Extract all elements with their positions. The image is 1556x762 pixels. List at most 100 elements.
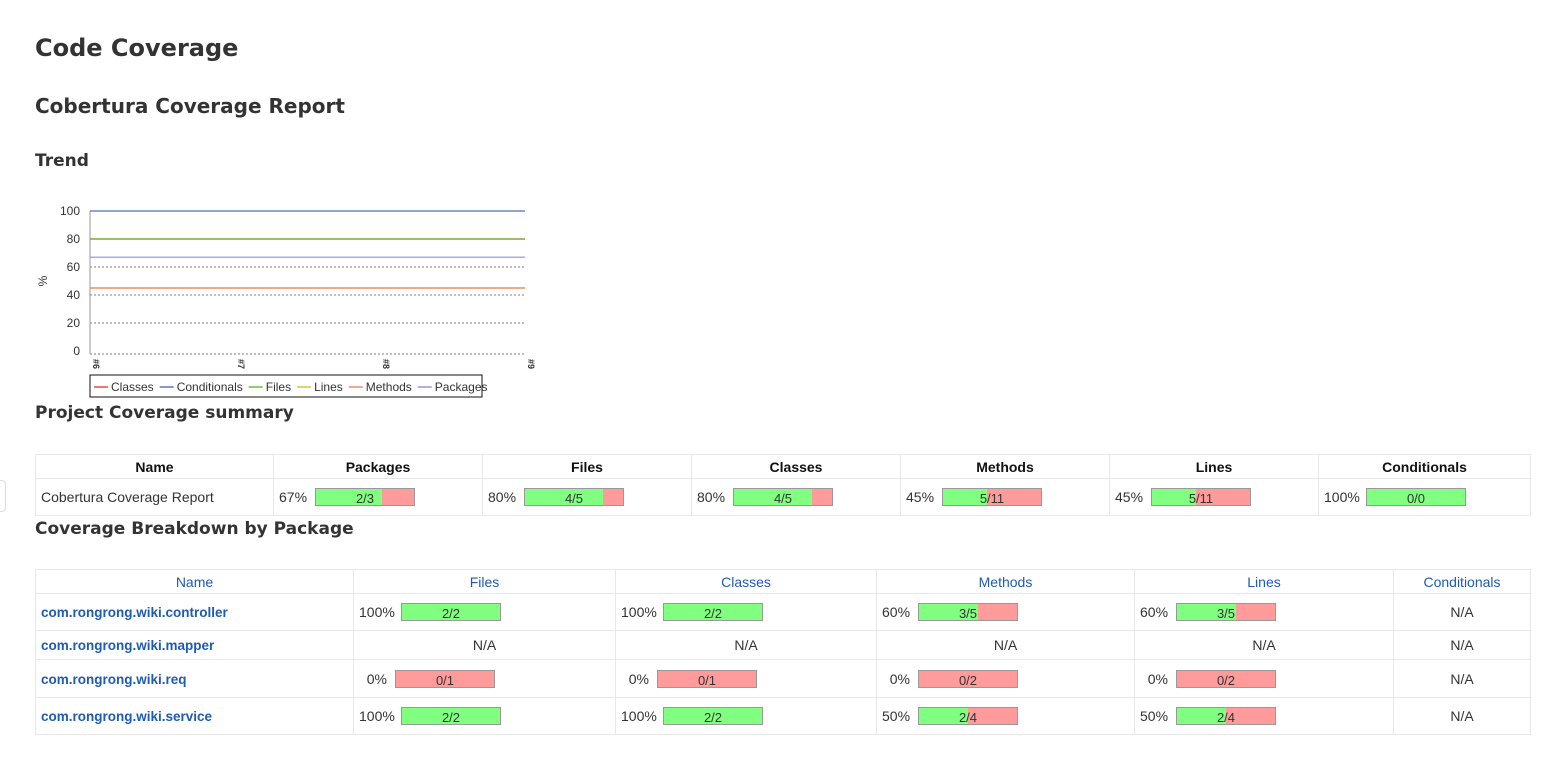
package-breakdown-heading: Coverage Breakdown by Package — [35, 519, 354, 539]
classes-coverage-cell: 100% 2/2 — [615, 593, 877, 631]
header-methods: Methods — [900, 454, 1110, 479]
coverage-ratio: 2/2 — [703, 710, 723, 726]
y-tick-label: 80 — [67, 232, 81, 246]
sort-header-lines[interactable]: Lines — [1134, 569, 1394, 594]
coverage-bar-fill — [919, 708, 968, 725]
coverage-percent: 60% — [1140, 604, 1169, 621]
coverage-percent: 0% — [889, 670, 910, 687]
coverage-bar-fill — [1152, 489, 1197, 506]
coverage-bar: 2/4 — [918, 707, 1018, 726]
coverage-bar: 2/2 — [401, 603, 501, 622]
legend-label: Lines — [314, 380, 343, 394]
conditionals-coverage-cell: N/A — [1393, 697, 1531, 735]
packages-coverage-cell: 67% 2/3 — [273, 478, 483, 516]
coverage-bar: 2/2 — [401, 707, 501, 726]
header-files: Files — [482, 454, 692, 479]
legend-label: Methods — [366, 380, 412, 394]
coverage-bar-fill — [943, 489, 988, 506]
coverage-bar-fill — [1367, 489, 1465, 506]
legend-label: Conditionals — [177, 380, 243, 394]
files-coverage-cell: 80% 4/5 — [482, 478, 692, 516]
coverage-ratio: 2/4 — [1216, 710, 1236, 726]
coverage-bar: 5/11 — [1151, 488, 1251, 507]
project-summary-table: Name Packages Files Classes Methods Line… — [35, 454, 1531, 516]
coverage-percent: 0% — [1147, 670, 1168, 687]
x-tick-label: #9 — [526, 359, 535, 369]
coverage-bar: 4/5 — [524, 488, 624, 507]
classes-coverage-cell: 80% 4/5 — [691, 478, 901, 516]
project-summary-heading: Project Coverage summary — [35, 403, 294, 423]
y-tick-label: 40 — [67, 288, 81, 302]
report-title: Cobertura Coverage Report — [35, 94, 345, 118]
table-row: com.rongrong.wiki.service 100% 2/2 100% 2/… — [35, 697, 1531, 735]
page-title: Code Coverage — [35, 34, 239, 62]
coverage-bar: 0/0 — [1366, 488, 1466, 507]
files-coverage-cell: 100% 2/2 — [353, 593, 616, 631]
trend-heading: Trend — [35, 151, 89, 171]
coverage-bar: 2/2 — [663, 707, 763, 726]
coverage-ratio: 5/11 — [979, 491, 1005, 507]
coverage-percent: 67% — [279, 489, 308, 506]
coverage-bar: 0/1 — [395, 669, 495, 688]
lines-coverage-cell: 0% 0/2 — [1134, 659, 1394, 698]
y-tick-label: 100 — [60, 204, 80, 218]
coverage-percent: 50% — [882, 708, 911, 725]
coverage-bar: 0/2 — [1176, 669, 1276, 688]
coverage-percent: 45% — [906, 489, 935, 506]
x-tick-label: #7 — [236, 359, 246, 369]
coverage-bar-fill — [919, 604, 978, 621]
package-link[interactable]: com.rongrong.wiki.controller — [41, 605, 228, 620]
coverage-bar-fill — [402, 604, 500, 621]
coverage-ratio: 2/2 — [703, 606, 723, 622]
coverage-percent: 60% — [882, 604, 911, 621]
coverage-ratio: 2/4 — [958, 710, 978, 726]
files-coverage-cell: 0% 0/1 — [353, 659, 616, 698]
coverage-ratio: 2/2 — [441, 710, 461, 726]
x-tick-label: #8 — [381, 359, 391, 369]
side-panel-handle[interactable] — [0, 480, 6, 512]
classes-coverage-cell: 0% 0/1 — [615, 659, 877, 698]
sort-header-classes[interactable]: Classes — [615, 569, 877, 594]
package-header-row: Name Files Classes Methods Lines Conditi… — [35, 569, 1531, 594]
coverage-ratio: 5/11 — [1188, 491, 1214, 507]
y-axis-label: % — [36, 275, 50, 286]
coverage-bar-fill — [402, 708, 500, 725]
y-tick-label: 60 — [67, 260, 81, 274]
coverage-bar: 5/11 — [942, 488, 1042, 507]
coverage-percent: 0% — [628, 670, 649, 687]
package-link[interactable]: com.rongrong.wiki.service — [41, 709, 213, 724]
coverage-ratio: 0/2 — [958, 672, 978, 688]
coverage-ratio: 3/5 — [958, 606, 978, 622]
coverage-bar: 2/4 — [1176, 707, 1276, 726]
coverage-ratio: 0/2 — [1216, 672, 1236, 688]
coverage-percent: 0% — [366, 670, 387, 687]
package-link[interactable]: com.rongrong.wiki.req — [41, 671, 187, 687]
header-conditionals: Conditionals — [1318, 454, 1531, 479]
coverage-percent: 80% — [488, 489, 517, 506]
coverage-bar-fill — [525, 489, 604, 506]
project-summary-row: Cobertura Coverage Report 67% 2/3 80% 4/5 … — [35, 478, 1531, 516]
coverage-percent: 100% — [359, 708, 395, 725]
package-link[interactable]: com.rongrong.wiki.mapper — [41, 638, 215, 653]
sort-header-files[interactable]: Files — [353, 569, 616, 594]
conditionals-coverage-cell: N/A — [1393, 593, 1531, 631]
coverage-bar: 4/5 — [733, 488, 833, 507]
coverage-ratio: 3/5 — [1216, 606, 1236, 622]
classes-coverage-cell: 100% 2/2 — [615, 697, 877, 735]
table-row: com.rongrong.wiki.controller 100% 2/2 100… — [35, 593, 1531, 631]
coverage-bar-fill — [664, 708, 762, 725]
lines-coverage-cell: 60% 3/5 — [1134, 593, 1394, 631]
methods-coverage-cell: N/A — [876, 630, 1135, 660]
header-lines: Lines — [1109, 454, 1319, 479]
coverage-percent: 100% — [621, 708, 657, 725]
conditionals-coverage-cell: 100% 0/0 — [1318, 478, 1531, 516]
sort-header-name[interactable]: Name — [35, 569, 354, 594]
legend-label: Classes — [111, 380, 154, 394]
coverage-ratio: 2/2 — [441, 606, 461, 622]
sort-header-conditionals[interactable]: Conditionals — [1393, 569, 1531, 594]
sort-header-methods[interactable]: Methods — [876, 569, 1135, 594]
coverage-bar: 3/5 — [918, 603, 1018, 622]
coverage-percent: 80% — [697, 489, 726, 506]
coverage-bar-fill — [664, 604, 762, 621]
project-summary-header-row: Name Packages Files Classes Methods Line… — [35, 454, 1531, 479]
